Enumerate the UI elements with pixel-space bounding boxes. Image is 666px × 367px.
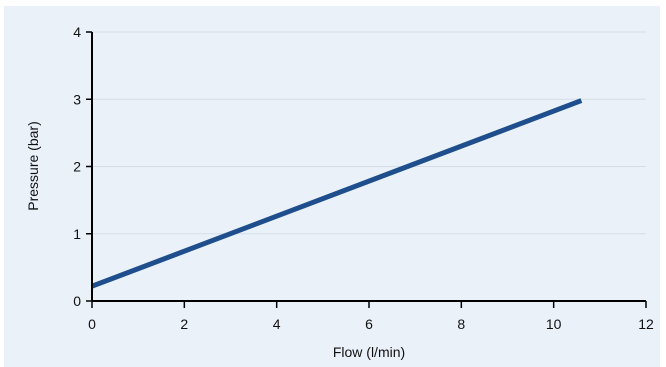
series-layer <box>91 98 583 289</box>
y-tick-label-2: 2 <box>73 159 81 175</box>
x-tick-label-10: 10 <box>546 316 562 332</box>
x-tick-label-2: 2 <box>180 316 188 332</box>
y-tick-label-0: 0 <box>73 293 81 309</box>
y-tick-label-1: 1 <box>73 226 81 242</box>
y-axis-label: Pressure (bar) <box>25 121 41 210</box>
chart-panel <box>4 6 660 367</box>
x-tick-label-4: 4 <box>273 316 281 332</box>
x-tick-label-6: 6 <box>365 316 373 332</box>
y-tick-label-4: 4 <box>73 24 81 40</box>
x-tick-label-0: 0 <box>88 316 96 332</box>
x-tick-label-8: 8 <box>457 316 465 332</box>
series-line-1 <box>91 98 583 289</box>
x-axis-label: Flow (l/min) <box>333 344 405 360</box>
gridlines <box>92 31 646 235</box>
x-tick-label-12: 12 <box>638 316 654 332</box>
y-tick-label-3: 3 <box>73 91 81 107</box>
